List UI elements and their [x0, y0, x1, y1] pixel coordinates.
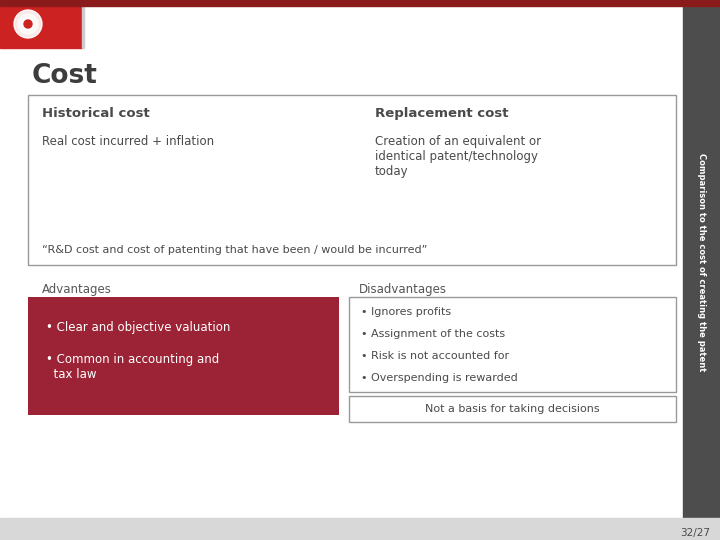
Text: Advantages: Advantages — [42, 283, 112, 296]
Text: • Common in accounting and
  tax law: • Common in accounting and tax law — [46, 353, 220, 381]
Text: Replacement cost: Replacement cost — [375, 107, 508, 120]
FancyBboxPatch shape — [349, 297, 676, 392]
Text: Not a basis for taking decisions: Not a basis for taking decisions — [426, 404, 600, 414]
Text: Comparison to the cost of creating the patent: Comparison to the cost of creating the p… — [697, 153, 706, 371]
Bar — [0, 0, 720, 6]
Bar — [28, 297, 339, 415]
Text: 32/27: 32/27 — [680, 528, 710, 538]
Bar — [0, 0, 82, 48]
Bar — [683, 6, 720, 518]
Text: Historical cost: Historical cost — [42, 107, 150, 120]
Bar — [0, 518, 720, 540]
Text: • Clear and objective valuation: • Clear and objective valuation — [46, 321, 230, 334]
Text: • Ignores profits: • Ignores profits — [361, 307, 451, 317]
Text: • Overspending is rewarded: • Overspending is rewarded — [361, 373, 518, 383]
Text: Disadvantages: Disadvantages — [359, 283, 447, 296]
FancyBboxPatch shape — [349, 396, 676, 422]
Circle shape — [18, 14, 38, 34]
Text: • Assignment of the costs: • Assignment of the costs — [361, 329, 505, 339]
Bar — [82, 0, 84, 48]
Text: “R&D cost and cost of patenting that have been / would be incurred”: “R&D cost and cost of patenting that hav… — [42, 245, 428, 255]
Circle shape — [24, 20, 32, 28]
Text: Creation of an equivalent or
identical patent/technology
today: Creation of an equivalent or identical p… — [375, 135, 541, 178]
Text: • Risk is not accounted for: • Risk is not accounted for — [361, 351, 509, 361]
Text: Real cost incurred + inflation: Real cost incurred + inflation — [42, 135, 214, 148]
Circle shape — [22, 18, 34, 30]
Text: Cost: Cost — [32, 63, 98, 89]
Circle shape — [14, 10, 42, 38]
FancyBboxPatch shape — [28, 95, 676, 265]
